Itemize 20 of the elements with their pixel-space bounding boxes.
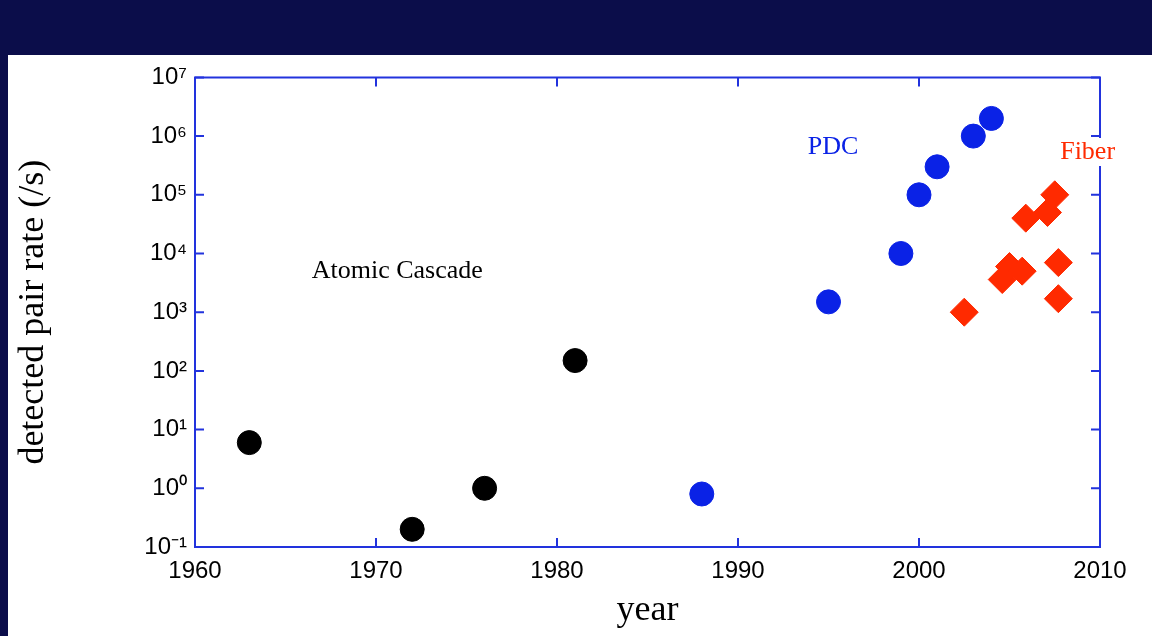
x-tick-label: 2000: [892, 556, 946, 584]
y-tick-label: 10⁻¹: [144, 531, 188, 559]
y-tick-label: 10³: [152, 296, 188, 324]
x-axis-title: year: [616, 587, 679, 628]
x-tick-label: 1980: [530, 556, 584, 584]
y-tick-label: 10²: [152, 355, 188, 383]
text: Atomic Cascade: [311, 255, 483, 285]
y-tick-label: 10⁴: [149, 238, 187, 266]
series-label: Fiber: [1060, 135, 1116, 165]
y-tick-label: 10⁶: [150, 120, 187, 148]
y-tick-label: 10¹: [152, 414, 188, 442]
y-tick-label: 10⁷: [151, 62, 187, 90]
y-axis-title: detected pair rate (/s): [11, 159, 52, 465]
y-tick-label: 10⁵: [150, 179, 187, 207]
x-tick-label: 1970: [349, 556, 403, 584]
y-tick-label: 10⁰: [152, 472, 187, 500]
text: PDC: [807, 130, 859, 160]
x-tick-label: 2010: [1073, 556, 1127, 584]
x-tick-label: 1990: [711, 556, 765, 584]
x-tick-label: 1960: [168, 556, 222, 584]
